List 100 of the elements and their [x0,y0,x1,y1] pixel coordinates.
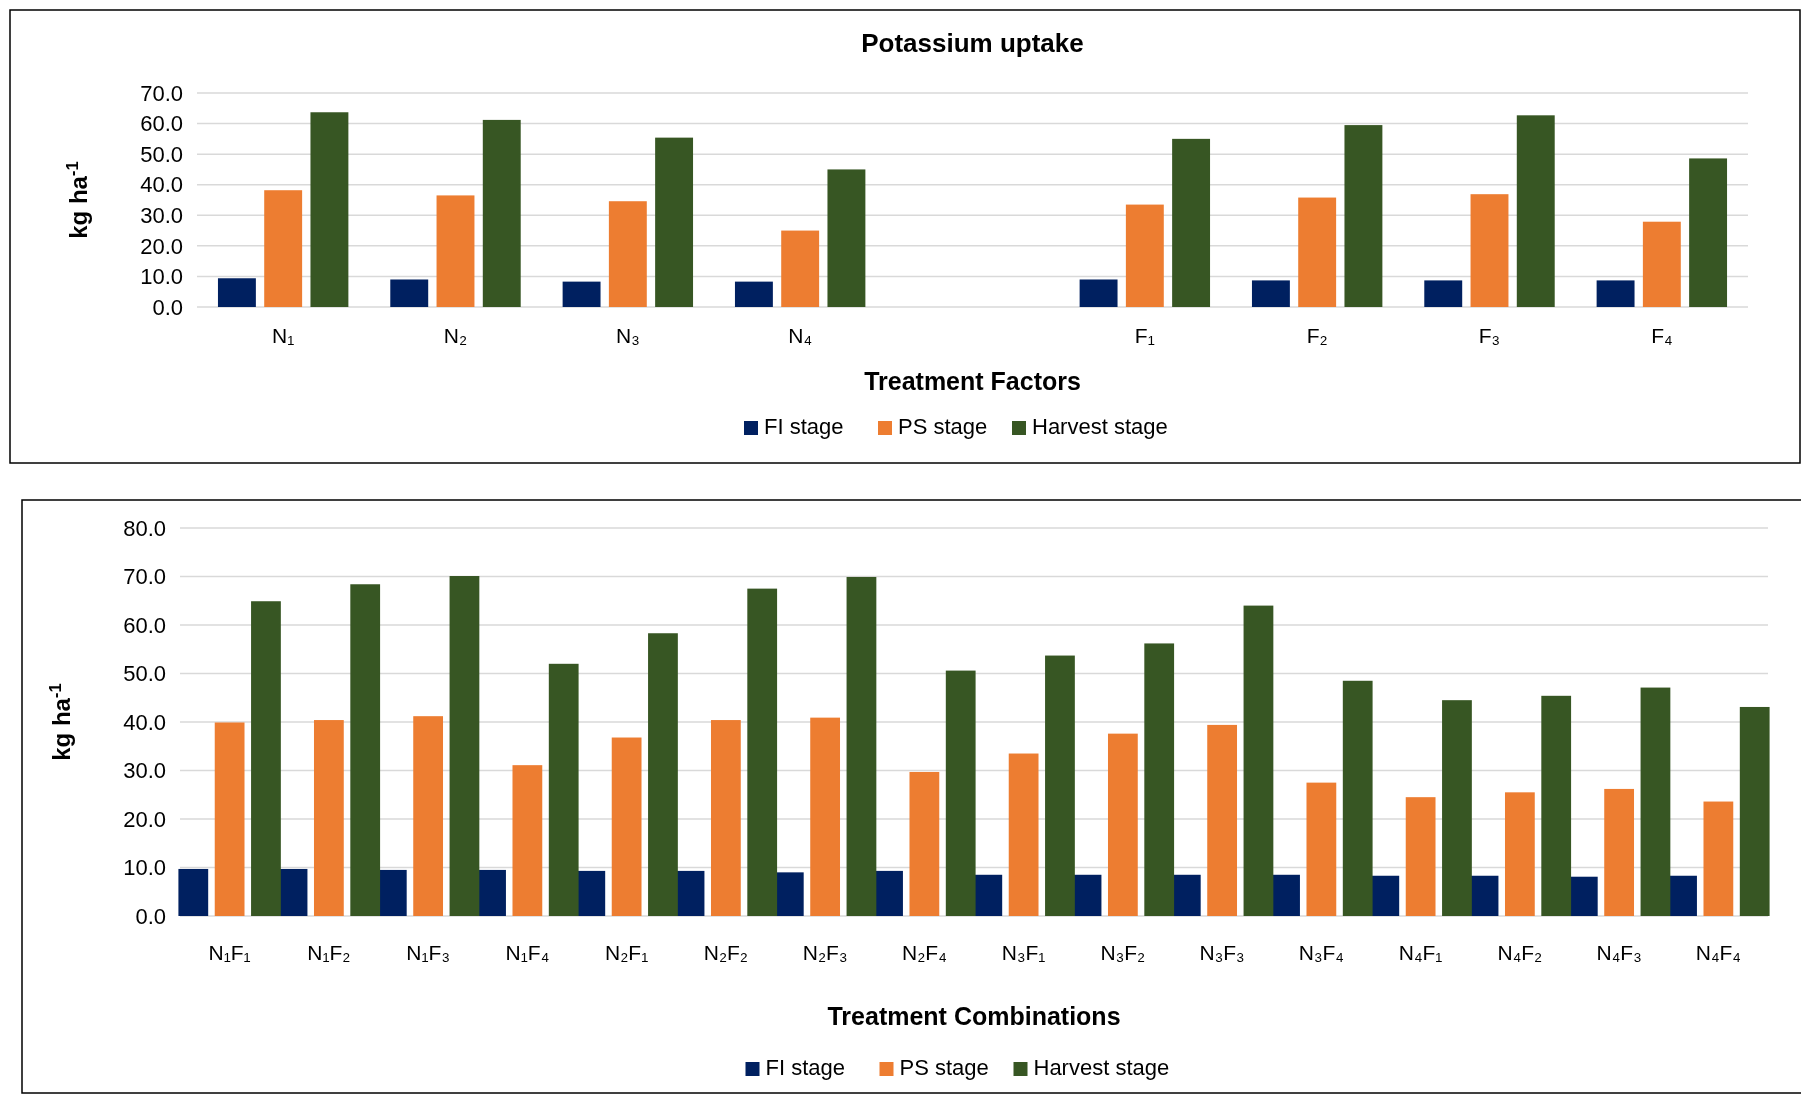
x-tick-label: N₄F₁ [1398,941,1443,964]
y-tick-label: 10.0 [140,264,183,290]
x-axis-title: Treatment Combinations [827,1002,1121,1030]
bar [1306,782,1337,916]
bar [264,190,303,307]
bar [1172,138,1211,307]
bar [217,278,256,307]
y-tick-label: 50.0 [123,661,166,687]
bar [611,737,642,916]
bar [178,868,209,916]
bar [734,281,773,307]
bar [1703,801,1734,916]
bar [608,201,647,307]
y-tick-label: 40.0 [140,172,183,198]
x-tick-label: N₄ [788,324,813,347]
bar [1008,753,1039,916]
legend-label: FI stage [764,414,844,439]
bar [562,281,601,307]
bar [413,716,444,916]
x-tick-label: N₃F₄ [1298,941,1344,964]
bar [1079,279,1118,307]
bar [1689,158,1728,307]
y-tick-label: 50.0 [140,141,183,167]
y-tick-label: 30.0 [140,202,183,228]
bar [648,633,678,916]
bar [512,765,543,916]
bar [909,771,940,916]
x-tick-label: N₃F₂ [1100,941,1146,964]
bar [1424,280,1463,307]
y-tick-label: 0.0 [135,903,166,929]
bar [350,584,381,916]
x-tick-label: N₄F₃ [1596,941,1642,964]
legend-label: PS stage [899,1055,989,1080]
x-tick-label: F₃ [1478,324,1501,347]
x-tick-label: N₄F₂ [1497,941,1543,964]
y-tick-label: 70.0 [123,564,166,590]
x-tick-label: N₄F₄ [1695,941,1741,964]
bar [810,717,841,916]
legend-label: Harvest stage [1033,1055,1170,1080]
bar [1342,680,1373,916]
chart-title: Potassium uptake [861,28,1084,58]
x-tick-label: N₂F₁ [605,941,649,964]
bar [449,576,480,916]
x-tick-label: N₂F₃ [802,941,848,964]
bar [390,279,429,307]
bar [1405,797,1436,916]
bar [1125,204,1164,307]
bar [1251,280,1290,307]
bar [1442,700,1472,916]
bar [655,137,694,307]
bar [1541,695,1572,916]
bar [1604,788,1635,916]
bar [846,576,877,916]
x-tick-label: N₁F₃ [406,941,450,964]
y-tick-label: 60.0 [123,612,166,638]
x-tick-label: N₁ [272,324,295,347]
bar [251,601,281,916]
legend-label: Harvest stage [1032,414,1168,439]
bar [1667,875,1697,916]
y-tick-label: 20.0 [140,233,183,259]
x-tick-label: N₁F₁ [208,941,251,964]
legend-label: FI stage [765,1055,845,1080]
x-tick-label: N₂F₂ [703,941,749,964]
bar [781,230,820,307]
bar [747,588,778,916]
y-tick-label: 80.0 [123,515,166,541]
legend-label: PS stage [898,414,988,439]
x-tick-label: N₂F₄ [902,941,947,964]
x-tick-label: N₃ [615,324,640,347]
y-tick-label: 0.0 [152,294,183,320]
x-tick-label: F₄ [1651,324,1673,347]
bar [1243,605,1274,916]
x-axis-title: Treatment Factors [864,367,1081,395]
x-tick-label: N₃F₁ [1001,941,1046,964]
bar [827,169,866,307]
x-tick-label: N₃F₃ [1199,941,1245,964]
bar [1045,655,1075,916]
bar [1739,706,1770,916]
bar [710,720,741,916]
bar [1504,792,1535,916]
bar [436,195,475,307]
y-tick-label: 10.0 [123,855,166,881]
bar [1107,733,1138,916]
x-tick-label: N₁F₄ [505,941,550,964]
x-tick-label: F₁ [1134,324,1155,347]
y-tick-label: 40.0 [123,709,166,735]
x-tick-label: F₂ [1306,324,1328,347]
bar [482,119,521,307]
bar [1516,115,1555,307]
bar [310,112,349,307]
bar [1640,687,1671,916]
bar [1596,280,1635,307]
bar [313,720,344,916]
bar [476,869,506,916]
bar [548,663,579,916]
y-tick-label: 70.0 [140,80,183,106]
bar [1642,221,1681,307]
bar [214,722,245,916]
y-tick-label: 30.0 [123,758,166,784]
bar [945,670,976,916]
